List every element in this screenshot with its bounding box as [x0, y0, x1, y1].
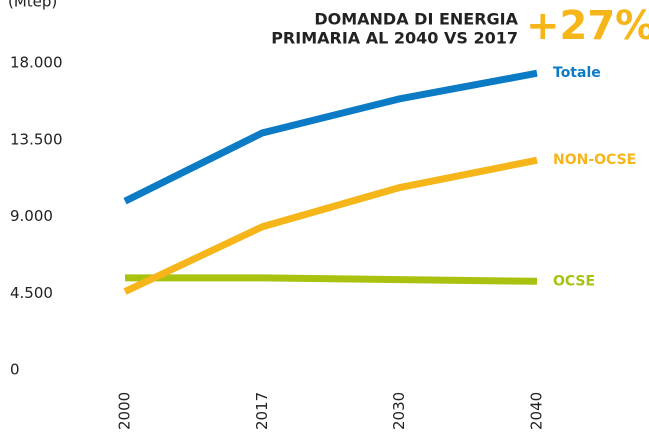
- y-tick-label: 4.500: [10, 284, 53, 302]
- y-tick-label: 13.500: [10, 130, 63, 148]
- y-axis-label: (Mtep): [8, 0, 57, 11]
- series-line: [125, 274, 538, 285]
- x-tick-label: 2017: [253, 392, 271, 430]
- series-line: [123, 69, 538, 205]
- series-label: Totale: [553, 65, 601, 81]
- annotation-line: DOMANDA DI ENERGIA: [314, 10, 518, 29]
- annotation-highlight: +27%: [526, 3, 649, 49]
- x-tick-label: 2040: [528, 392, 546, 430]
- x-tick-label: 2030: [390, 392, 408, 430]
- series-label: OCSE: [553, 273, 595, 289]
- annotation-line: PRIMARIA AL 2040 VS 2017: [271, 29, 518, 48]
- x-tick-label: 2000: [116, 392, 134, 430]
- y-tick-label: 9.000: [10, 207, 53, 225]
- series-label: NON-OCSE: [553, 152, 636, 168]
- y-tick-label: 0: [10, 361, 20, 379]
- series-line: [123, 156, 538, 295]
- y-tick-label: 18.000: [10, 54, 63, 72]
